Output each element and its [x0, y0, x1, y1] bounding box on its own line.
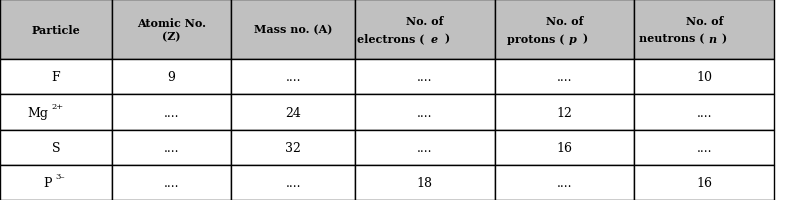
- Text: ....: ....: [417, 71, 433, 84]
- Text: ....: ....: [164, 141, 180, 154]
- Bar: [355, 60, 495, 95]
- Text: ): ): [445, 34, 450, 44]
- Text: ....: ....: [417, 106, 433, 119]
- Text: ....: ....: [164, 176, 180, 189]
- Bar: [0, 0, 112, 60]
- Bar: [634, 165, 774, 200]
- Bar: [112, 165, 231, 200]
- Bar: [495, 95, 634, 130]
- Text: ....: ....: [164, 106, 180, 119]
- Text: 18: 18: [417, 176, 433, 189]
- Text: ....: ....: [286, 176, 301, 189]
- Text: protons (: protons (: [507, 34, 565, 44]
- Bar: [0, 165, 112, 200]
- Bar: [355, 130, 495, 165]
- Text: No. of: No. of: [406, 16, 444, 26]
- Text: ....: ....: [697, 106, 712, 119]
- Text: 24: 24: [286, 106, 301, 119]
- Text: ....: ....: [417, 141, 433, 154]
- Bar: [355, 0, 495, 60]
- Text: 32: 32: [286, 141, 301, 154]
- Text: S: S: [52, 141, 60, 154]
- Text: 9: 9: [168, 71, 176, 84]
- Text: F: F: [52, 71, 60, 84]
- Bar: [634, 0, 774, 60]
- Text: 12: 12: [557, 106, 572, 119]
- Bar: [0, 130, 112, 165]
- Bar: [0, 60, 112, 95]
- Bar: [231, 95, 355, 130]
- Bar: [495, 60, 634, 95]
- Bar: [495, 0, 634, 60]
- Text: Particle: Particle: [31, 25, 81, 35]
- Bar: [0, 95, 112, 130]
- Text: 16: 16: [696, 176, 713, 189]
- Bar: [634, 60, 774, 95]
- Text: 3–: 3–: [56, 172, 65, 180]
- Text: electrons (: electrons (: [358, 34, 425, 44]
- Text: No. of: No. of: [685, 16, 723, 26]
- Text: ....: ....: [286, 71, 301, 84]
- Text: 2+: 2+: [52, 102, 64, 110]
- Bar: [231, 0, 355, 60]
- Bar: [634, 130, 774, 165]
- Text: 16: 16: [556, 141, 573, 154]
- Bar: [231, 60, 355, 95]
- Text: 10: 10: [696, 71, 713, 84]
- Text: ....: ....: [697, 141, 712, 154]
- Text: ): ): [722, 34, 727, 44]
- Text: p: p: [569, 34, 576, 44]
- Text: ....: ....: [557, 176, 572, 189]
- Bar: [495, 130, 634, 165]
- Text: P: P: [43, 176, 52, 189]
- Text: No. of: No. of: [546, 16, 583, 26]
- Text: neutrons (: neutrons (: [638, 34, 705, 44]
- Text: Atomic No.
(Z): Atomic No. (Z): [137, 18, 206, 42]
- Bar: [355, 165, 495, 200]
- Text: ....: ....: [557, 71, 572, 84]
- Bar: [112, 130, 231, 165]
- Text: ): ): [583, 34, 587, 44]
- Bar: [112, 60, 231, 95]
- Bar: [112, 0, 231, 60]
- Bar: [231, 165, 355, 200]
- Text: Mass no. (A): Mass no. (A): [254, 25, 333, 35]
- Bar: [112, 95, 231, 130]
- Text: Mg: Mg: [27, 106, 48, 119]
- Bar: [634, 95, 774, 130]
- Text: n: n: [708, 34, 717, 44]
- Bar: [231, 130, 355, 165]
- Bar: [355, 95, 495, 130]
- Text: e: e: [431, 34, 438, 44]
- Bar: [495, 165, 634, 200]
